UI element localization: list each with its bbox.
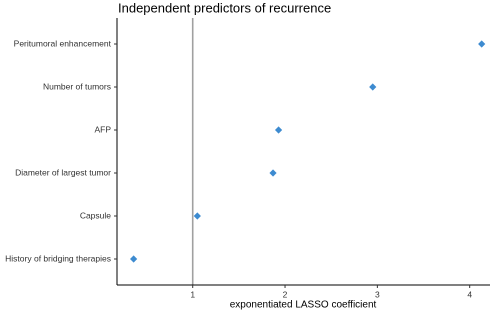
- x-tick-label: 2: [283, 289, 288, 299]
- point: [269, 169, 277, 177]
- point: [274, 126, 283, 134]
- y-tick-label: Capsule: [80, 210, 111, 220]
- x-tick-label: 3: [375, 289, 380, 299]
- point: [369, 83, 377, 91]
- point: [478, 40, 486, 48]
- y-tick-label: History of bridging therapies: [5, 253, 111, 263]
- y-tick-label: Diameter of largest tumor: [15, 167, 111, 177]
- x-axis-title: exponentiated LASSO coefficient: [230, 300, 377, 311]
- point: [130, 255, 138, 263]
- y-tick-label: Peritumoral enhancement: [14, 38, 112, 48]
- y-tick-label: AFP: [94, 124, 111, 134]
- x-tick-label: 1: [190, 289, 195, 299]
- point: [193, 212, 201, 220]
- y-tick-label: Number of tumors: [43, 81, 111, 91]
- chart-title: Independent predictors of recurrence: [118, 0, 331, 15]
- x-tick-label: 4: [467, 289, 472, 299]
